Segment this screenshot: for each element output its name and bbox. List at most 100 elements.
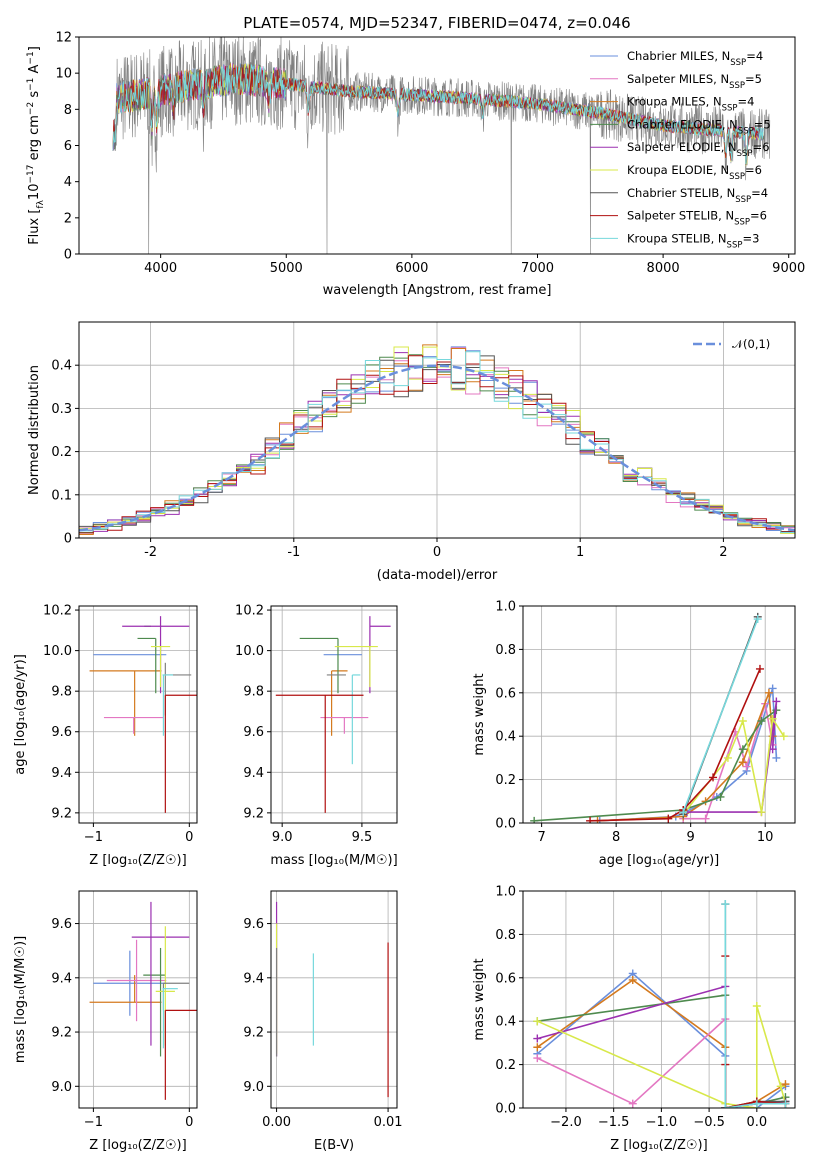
errorbar-point <box>93 950 167 1016</box>
y-tick-label: 9.6 <box>243 725 264 740</box>
y-tick-label: 0.6 <box>495 686 516 701</box>
weight-marker <box>772 697 781 706</box>
x-axis-label: E(B-V) <box>314 1138 354 1153</box>
weight-marker <box>772 753 781 762</box>
legend-entry: Salpeter MILES, NSSP=5 <box>627 72 762 91</box>
x-tick-label: 9 <box>687 830 695 845</box>
y-tick-label: 1.0 <box>495 885 516 900</box>
legend-n-value: =5 <box>745 72 762 86</box>
y-axis-label: mass weight <box>472 673 487 755</box>
y-tick-label: 9.0 <box>51 1080 72 1095</box>
x-axis-label: Z [log₁₀(Z/Z☉)] <box>89 1138 186 1153</box>
errorbar-point <box>162 674 174 736</box>
normal-curve <box>79 364 795 532</box>
panel-mass-vs-ebv: 0.00 0.01 9.0 9.2 9.4 9.6 E(B-V) <box>243 890 403 1153</box>
label-part: Flux [ <box>27 209 42 245</box>
panel-spectrum: 4000 5000 6000 7000 8000 9000 0 2 4 6 8 10 12 PLATE=0… <box>26 14 805 298</box>
plot-area <box>523 606 795 823</box>
legend-n-prefix: , N <box>722 117 738 131</box>
x-axis-label: wavelength [Angstrom, rest frame] <box>323 283 552 298</box>
weight-marker <box>757 717 766 726</box>
y-axis-label: Flux [fλ10−17 erg cm−2 s−1 A−1] <box>26 46 46 245</box>
weight-line-5 <box>682 716 785 815</box>
weight-marker <box>742 762 751 771</box>
legend-n-prefix: , N <box>713 72 729 86</box>
y-tick-label: 9.2 <box>243 1026 264 1041</box>
legend-n-prefix: , N <box>719 186 735 200</box>
y-tick-label: 0.8 <box>495 643 516 658</box>
legend-n-value: =4 <box>737 95 754 109</box>
panel-residuals: -2 -1 0 1 2 0 0.1 0.2 0.3 0.4 (data-model)/error No… <box>27 321 796 583</box>
label-part: λ <box>36 199 46 205</box>
legend-n-prefix: , N <box>713 163 729 177</box>
weight-line-3 <box>534 709 777 822</box>
legend-n-prefix: , N <box>711 231 727 245</box>
y-tick-label: 0.8 <box>495 928 516 943</box>
y-tick-label: 9.6 <box>51 725 72 740</box>
legend-entry: Kroupa STELIB, NSSP=3 <box>627 231 759 250</box>
weight-line-4 <box>686 701 778 813</box>
weight-marker <box>752 1099 761 1108</box>
x-tick-label: 7000 <box>521 261 554 276</box>
label-part: A <box>27 64 42 77</box>
y-tick-label: 0.0 <box>495 817 516 832</box>
legend-n-subscript: SSP <box>729 81 745 91</box>
model-spectrum-8 <box>112 64 764 165</box>
y-axis-label: mass weight <box>472 958 487 1040</box>
y-tick-label: 0.4 <box>495 1015 516 1030</box>
legend-n-subscript: SSP <box>734 218 750 228</box>
legend-n-prefix: , N <box>718 209 734 223</box>
y-tick-label: 9.2 <box>51 1026 72 1041</box>
weight-marker <box>779 732 788 741</box>
legend-n-subscript: SSP <box>729 172 745 182</box>
y-tick-label: 9.2 <box>243 806 264 821</box>
errorbar-point <box>299 637 339 694</box>
x-axis-label: Z [log₁₀(Z/Z☉)] <box>89 853 186 868</box>
weight-marker <box>530 816 539 823</box>
weight-marker <box>721 1104 730 1108</box>
label-part: f <box>36 205 46 209</box>
weight-marker <box>752 1002 761 1011</box>
weight-marker <box>679 808 688 817</box>
errorbar-point <box>369 616 391 694</box>
plot-area <box>79 606 197 823</box>
legend-n-subscript: SSP <box>737 149 753 159</box>
x-tick-label: 8000 <box>647 261 680 276</box>
errorbar-point <box>89 975 162 1003</box>
observed-spectrum <box>116 37 771 254</box>
weight-marker <box>628 1099 637 1108</box>
axes-frame <box>270 890 398 1109</box>
y-axis-label: Normed distribution <box>27 365 42 495</box>
y-tick-label: 9.2 <box>51 806 72 821</box>
x-tick-label: −1 <box>84 830 103 845</box>
x-tick-label: 4000 <box>144 261 177 276</box>
weight-marker <box>533 1034 542 1043</box>
errorbar-point <box>137 637 157 694</box>
plot-area <box>79 322 795 538</box>
y-tick-label: 0.2 <box>495 1058 516 1073</box>
label-part: −1 <box>26 78 36 91</box>
x-axis-label: Z [log₁₀(Z/Z☉)] <box>610 1138 707 1153</box>
legend-series-name: Salpeter ELODIE <box>627 140 721 154</box>
errorbar-point <box>131 901 190 1046</box>
y-tick-label: 9.8 <box>51 685 72 700</box>
y-tick-label: 8 <box>64 103 72 118</box>
y-tick-label: 9.4 <box>243 971 264 986</box>
y-tick-label: 10.0 <box>43 644 72 659</box>
weight-marker <box>738 758 747 767</box>
weight-marker <box>533 1017 542 1026</box>
legend-series-name: Chabrier MILES <box>627 49 714 63</box>
axes-frame <box>270 605 398 824</box>
x-tick-label: 0.00 <box>262 1115 291 1130</box>
errorbar-point <box>162 988 178 1049</box>
y-tick-label: 10.2 <box>43 604 72 619</box>
legend-n-value: =4 <box>746 49 763 63</box>
label-part: −1 <box>26 51 36 64</box>
legend-n-value: =5 <box>754 117 771 131</box>
y-tick-label: 0 <box>64 532 72 547</box>
label-part: −2 <box>26 102 36 115</box>
errorbar-point <box>164 662 192 716</box>
model-spectrum-7 <box>112 64 764 165</box>
label-part: −17 <box>26 165 36 184</box>
errorbar-point <box>334 645 378 688</box>
